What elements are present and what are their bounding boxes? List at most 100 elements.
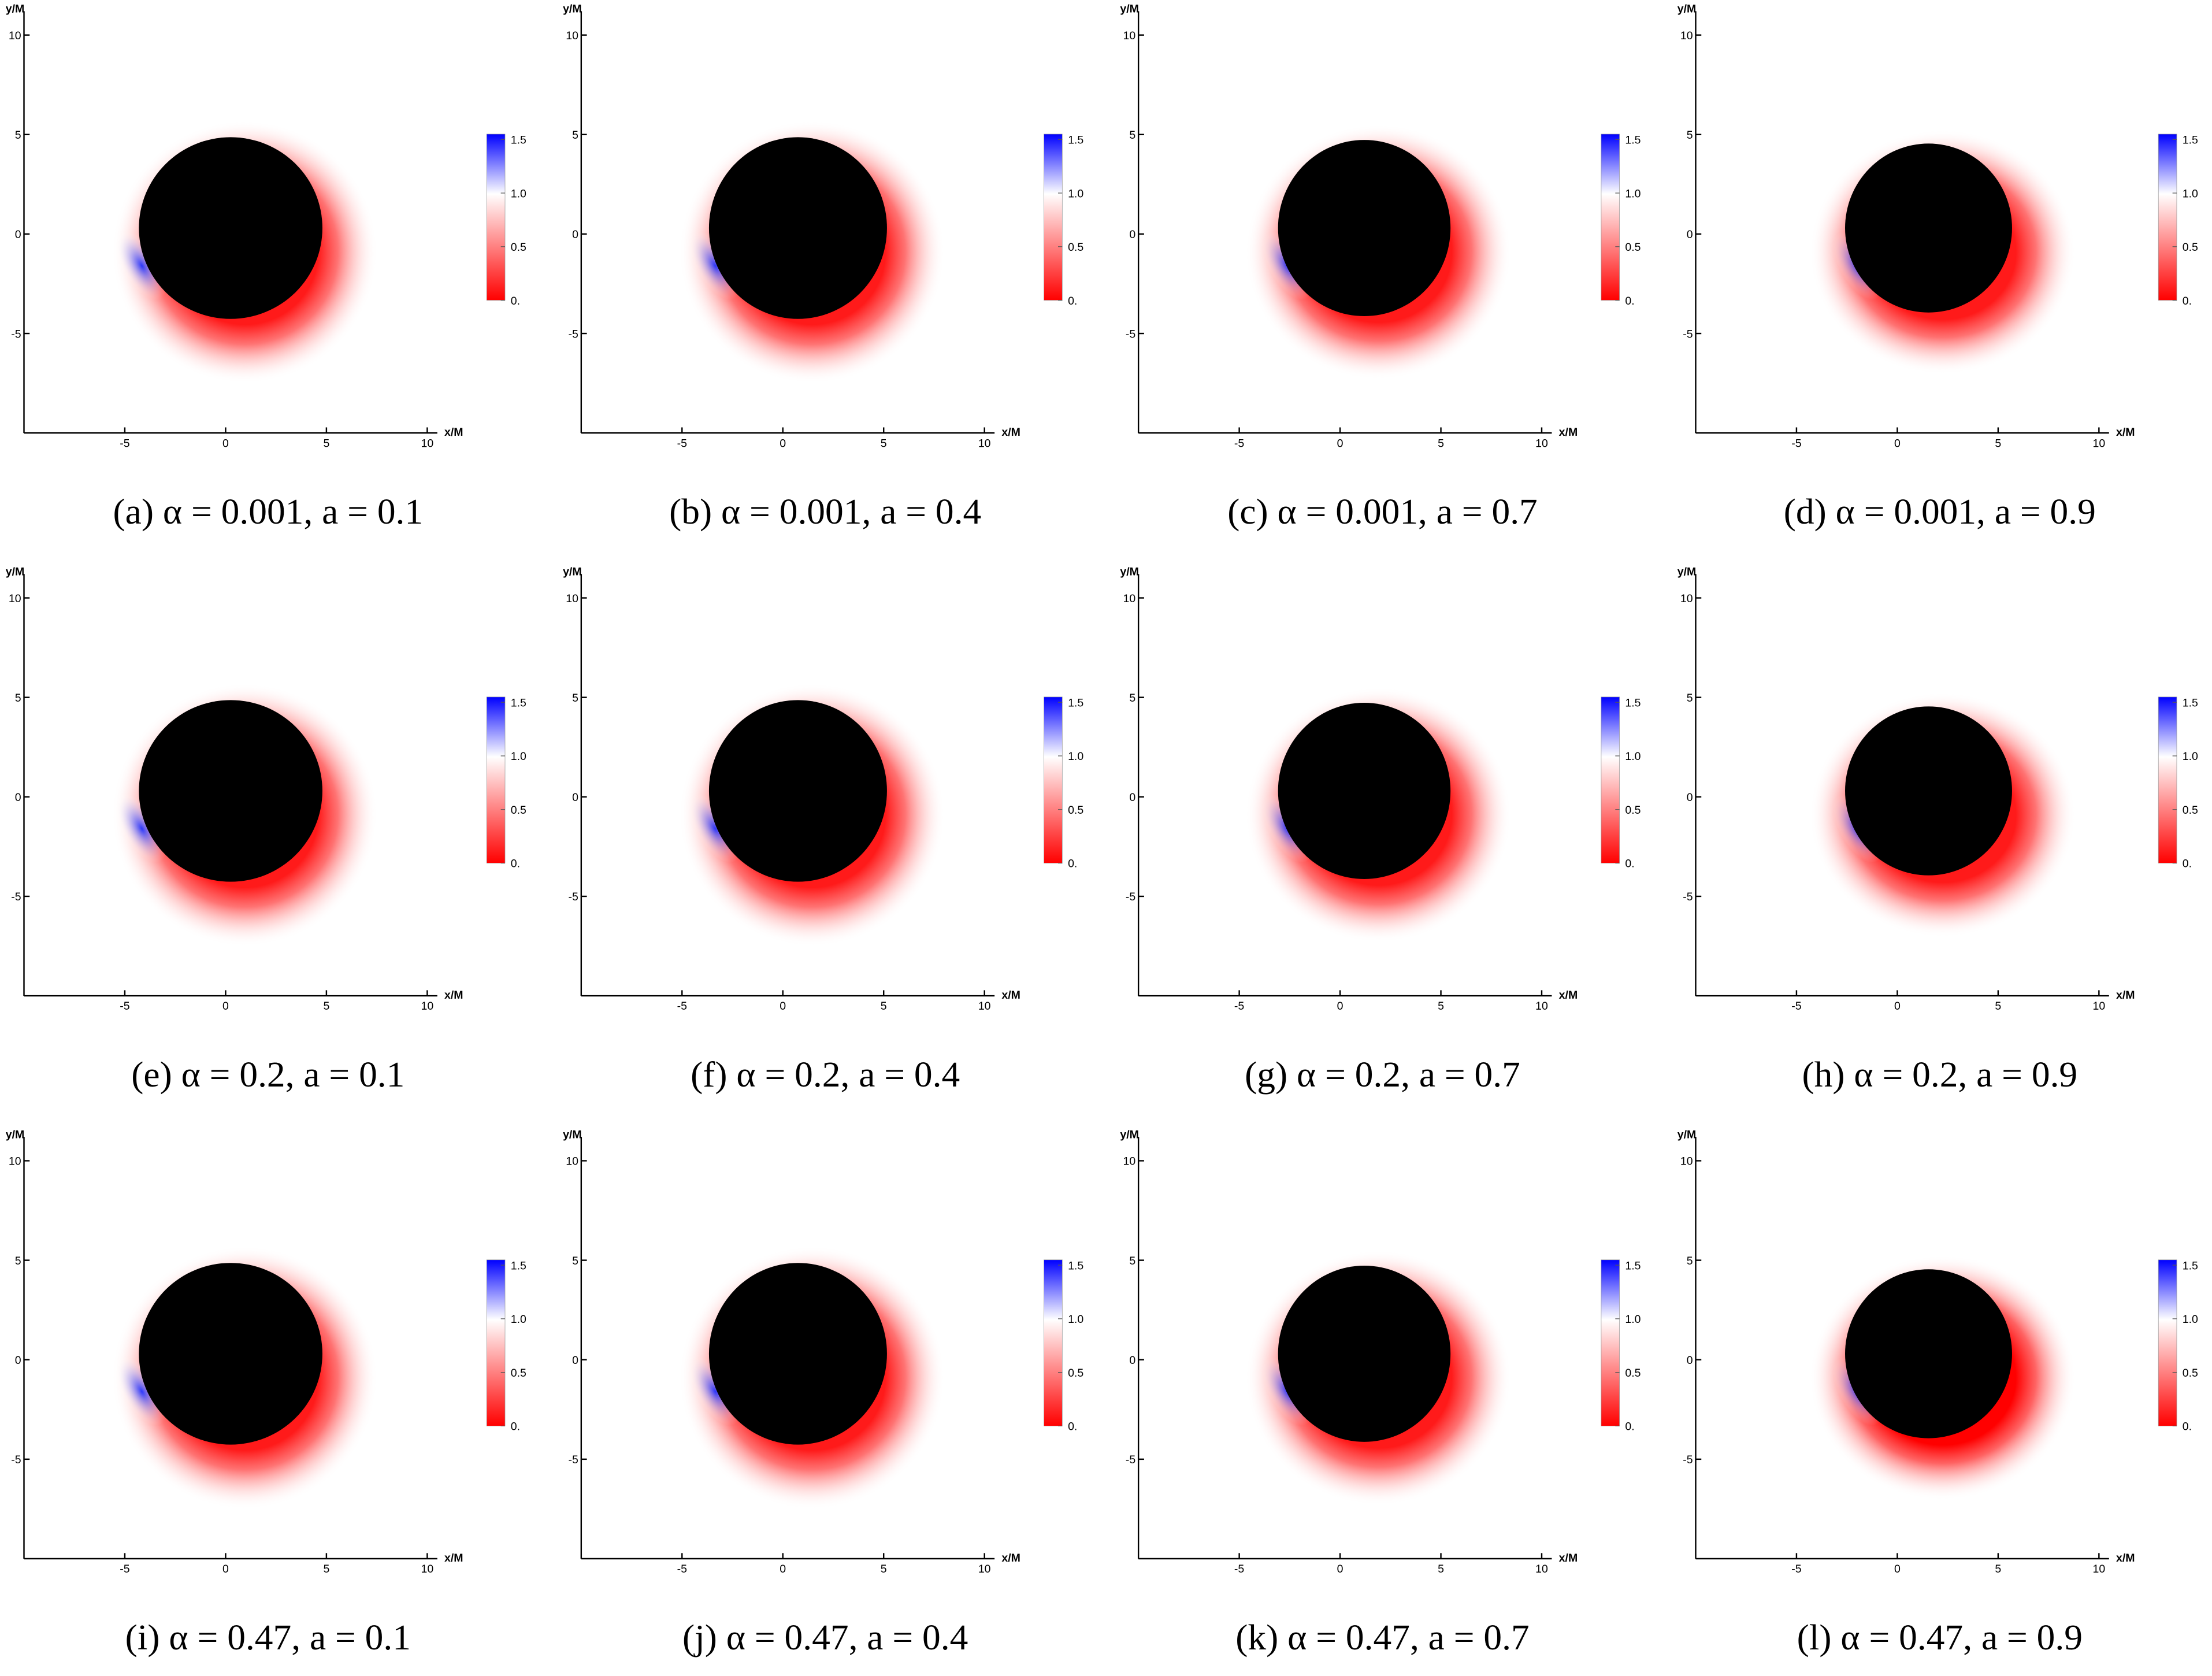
x-tick-label: -5 [1791, 1000, 1801, 1013]
x-tick-label: 0 [780, 1000, 786, 1013]
x-axis-label: x/M [1559, 1552, 1578, 1564]
y-tick-label: 5 [15, 129, 21, 142]
y-tick-label: 0 [15, 1354, 21, 1367]
x-tick-label: 0 [1894, 1000, 1901, 1013]
colorbar-tick-label: 1.5 [511, 134, 526, 147]
x-tick-label: 5 [1995, 437, 2001, 450]
y-tick-label: -5 [11, 1453, 21, 1466]
x-axis-label: x/M [1001, 426, 1020, 439]
x-tick-label: 5 [1438, 1000, 1444, 1013]
x-axis-label: x/M [1559, 989, 1578, 1002]
colorbar-tick-label: 1.0 [511, 187, 526, 200]
blue-glow [117, 232, 167, 300]
colorbar [486, 696, 506, 863]
colorbar-tick-label: 1.5 [2183, 134, 2198, 147]
y-tick-label: 5 [1129, 129, 1135, 142]
x-tick-label: 10 [421, 1000, 434, 1013]
colorbar-tick-label: 0.5 [1068, 241, 1083, 254]
x-tick-label: -5 [677, 1000, 687, 1013]
y-tick-label: 10 [1123, 592, 1136, 605]
y-tick-label: 0 [1687, 228, 1693, 241]
x-tick-label: -5 [120, 1563, 129, 1575]
y-tick-label: -5 [1683, 328, 1693, 340]
x-axis-label: x/M [444, 989, 463, 1002]
y-tick-label: 5 [572, 1255, 578, 1267]
colorbar-tick-label: 0. [1068, 295, 1077, 307]
x-tick-label: 5 [881, 437, 887, 450]
shadow [1845, 143, 2012, 313]
colorbar [1601, 696, 1620, 863]
colorbar-tick-label: 0.5 [511, 804, 526, 817]
y-tick-label: 0 [572, 791, 578, 804]
y-tick-label: -5 [569, 891, 578, 903]
y-tick-label: -5 [569, 1453, 578, 1466]
shadow [139, 137, 322, 319]
y-tick-label: 0 [572, 228, 578, 241]
y-tick-label: 5 [572, 129, 578, 142]
x-tick-label: -5 [1234, 437, 1244, 450]
x-tick-label: 10 [2092, 1000, 2105, 1013]
caption: (f) α = 0.2, a = 0.4 [691, 1054, 960, 1095]
shadow [708, 137, 887, 319]
x-tick-label: 5 [1438, 1563, 1444, 1575]
panel: -5 0 5 10 -5 0 5 10 x/M y/M 0. 0.5 1.0 1.5 (i) α = 0.4… [6, 1129, 526, 1658]
y-tick-label: 0 [1129, 791, 1135, 804]
x-tick-label: 5 [881, 1563, 887, 1575]
x-tick-label: 0 [222, 1563, 229, 1575]
colorbar-tick-label: 0.5 [1068, 804, 1083, 817]
x-tick-label: -5 [120, 1000, 129, 1013]
x-tick-label: 10 [2092, 1563, 2105, 1575]
colorbar-tick-label: 0. [1625, 295, 1634, 307]
panel: -5 0 5 10 -5 0 5 10 x/M y/M 0. 0.5 1.0 1.5 (d) α = 0.0… [1677, 3, 2198, 532]
colorbar-tick-label: 0.5 [2183, 241, 2198, 254]
panel: -5 0 5 10 -5 0 5 10 x/M y/M 0. 0.5 1.0 1.5 (f) α = 0.2… [563, 566, 1083, 1095]
colorbar-tick-label: 1.5 [1625, 134, 1641, 147]
caption: (k) α = 0.47, a = 0.7 [1235, 1617, 1529, 1658]
y-axis-label: y/M [6, 1129, 25, 1141]
colorbar-tick-label: 0. [511, 858, 520, 870]
colorbar [2158, 696, 2177, 863]
colorbar-tick-label: 1.5 [1068, 134, 1083, 147]
colorbar [1044, 134, 1063, 301]
x-tick-label: 10 [421, 1563, 434, 1575]
colorbar-tick-label: 1.0 [2183, 1313, 2198, 1326]
y-tick-label: 10 [9, 1155, 21, 1168]
x-tick-label: 5 [1995, 1000, 2001, 1013]
y-tick-label: -5 [1126, 891, 1135, 903]
blue-glow [117, 794, 167, 863]
y-tick-label: 5 [15, 692, 21, 704]
y-tick-label: -5 [11, 328, 21, 340]
x-tick-label: 10 [2092, 437, 2105, 450]
colorbar-tick-label: 0. [1068, 858, 1077, 870]
shadow [1845, 706, 2012, 876]
y-tick-label: -5 [569, 328, 578, 340]
x-tick-label: 10 [421, 437, 434, 450]
y-axis-label: y/M [563, 3, 582, 16]
y-tick-label: 5 [1687, 1255, 1693, 1267]
x-tick-label: -5 [1234, 1563, 1244, 1575]
y-axis-label: y/M [6, 3, 25, 16]
panel: -5 0 5 10 -5 0 5 10 x/M y/M 0. 0.5 1.0 1.5 (c) α = 0.0… [1120, 3, 1641, 532]
shadow [139, 1263, 322, 1445]
y-tick-label: 10 [566, 29, 578, 42]
colorbar-tick-label: 1.0 [1068, 187, 1083, 200]
x-tick-label: -5 [677, 1563, 687, 1575]
x-tick-label: 5 [1438, 437, 1444, 450]
y-tick-label: 0 [15, 228, 21, 241]
x-axis-label: x/M [1559, 426, 1578, 439]
colorbar-tick-label: 1.5 [1068, 697, 1083, 710]
x-tick-label: 0 [1894, 1563, 1901, 1575]
x-tick-label: 5 [323, 1563, 329, 1575]
colorbar-tick-label: 0.5 [1625, 1367, 1641, 1380]
y-tick-label: 5 [15, 1255, 21, 1267]
caption: (d) α = 0.001, a = 0.9 [1784, 492, 2096, 532]
x-tick-label: 5 [881, 1000, 887, 1013]
x-tick-label: 0 [1337, 437, 1343, 450]
y-tick-label: 0 [1129, 228, 1135, 241]
x-tick-label: 10 [978, 1000, 991, 1013]
shadow [1278, 140, 1451, 317]
x-tick-label: 10 [1535, 1563, 1548, 1575]
caption: (h) α = 0.2, a = 0.9 [1802, 1054, 2077, 1095]
caption: (c) α = 0.001, a = 0.7 [1227, 492, 1538, 532]
